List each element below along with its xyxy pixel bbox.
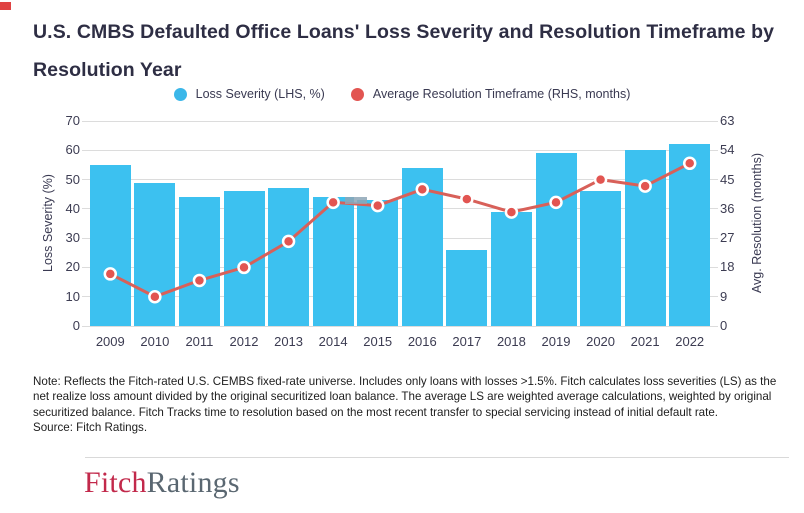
x-axis-label-2017: 2017 [452, 334, 482, 349]
bar-2019 [535, 153, 577, 326]
chart-title: U.S. CMBS Defaulted Office Loans' Loss S… [33, 13, 783, 89]
bar-2015 [357, 200, 399, 326]
logo-fitch-text: Fitch [84, 466, 147, 499]
note-text: Note: Reflects the Fitch-rated U.S. CEMB… [33, 375, 777, 419]
x-axis-label-2018: 2018 [496, 334, 526, 349]
legend-item-loss-severity: Loss Severity (LHS, %) [173, 87, 325, 101]
footnote: Note: Reflects the Fitch-rated U.S. CEMB… [33, 374, 795, 436]
bar-2010 [134, 182, 176, 326]
left-axis-tick-label: 30 [65, 230, 80, 246]
left-axis-tick-label: 0 [72, 318, 80, 333]
fitch-ratings-logo: FitchRatings [84, 466, 240, 500]
x-axis-label-2012: 2012 [229, 334, 259, 349]
x-axis-label-2015: 2015 [363, 334, 393, 349]
gridline [82, 237, 718, 239]
right-axis-tick-label: 9 [720, 288, 728, 304]
right-axis-tick-label: 54 [720, 142, 735, 158]
right-axis-tick-label: 0 [720, 318, 728, 333]
chart-title-line2: Resolution Year [33, 59, 182, 81]
bar-2009 [89, 164, 131, 326]
chart-title-line1: U.S. CMBS Defaulted Office Loans' Loss S… [33, 21, 775, 43]
right-axis-tick-label: 45 [720, 171, 735, 187]
x-axis-label-2021: 2021 [630, 334, 660, 349]
left-axis-tick-label: 10 [65, 288, 80, 304]
left-axis-tick-label: 20 [65, 259, 80, 275]
logo-ratings-text: Ratings [146, 466, 240, 499]
line-marker-2017 [460, 192, 474, 206]
legend-item-resolution-timeframe: Average Resolution Timeframe (RHS, month… [350, 87, 631, 101]
blue-dot-icon [173, 87, 187, 101]
right-axis-tick-label: 36 [720, 200, 735, 216]
x-axis-label-2020: 2020 [586, 334, 616, 349]
left-axis-tick-label: 70 [65, 113, 80, 128]
left-axis-tick-label: 40 [65, 200, 80, 216]
left-axis-tick-label: 50 [65, 171, 80, 187]
bar-2014 [312, 197, 354, 326]
bar-2021 [624, 150, 666, 326]
footer-divider [85, 457, 789, 458]
x-axis-label-2022: 2022 [675, 334, 705, 349]
gridline [82, 325, 718, 327]
right-axis-tick-label: 63 [720, 113, 735, 128]
corner-red-mark [0, 2, 11, 10]
legend-label-loss-severity: Loss Severity (LHS, %) [195, 87, 325, 101]
x-axis-label-2019: 2019 [541, 334, 571, 349]
left-axis-tick-label: 60 [65, 142, 80, 158]
x-axis-label-2011: 2011 [185, 334, 214, 349]
left-axis-title: Loss Severity (%) [41, 174, 55, 272]
plot-area: 0 0 10 9 20 18 30 27 40 36 50 45 60 54 70 63 2009 2010 201… [66, 113, 735, 349]
x-axis-label-2009: 2009 [95, 334, 125, 349]
bar-2020 [580, 191, 622, 326]
gridline [82, 120, 718, 122]
bar-2022 [669, 144, 711, 326]
bar-2017 [446, 249, 488, 326]
legend-label-resolution-timeframe: Average Resolution Timeframe (RHS, month… [372, 87, 631, 101]
source-text: Source: Fitch Ratings. [33, 421, 148, 435]
gridline [82, 266, 718, 268]
right-axis-tick-label: 27 [720, 230, 735, 246]
gridline [82, 296, 718, 298]
bar-2012 [223, 191, 265, 326]
gridline [82, 149, 718, 151]
x-axis-label-2010: 2010 [140, 334, 170, 349]
bar-2018 [490, 211, 532, 326]
bar-2016 [401, 167, 443, 326]
x-axis-label-2016: 2016 [407, 334, 437, 349]
gridline [82, 179, 718, 181]
x-axis-label-2013: 2013 [274, 334, 304, 349]
red-dot-icon [350, 87, 364, 101]
bar-2011 [178, 197, 220, 326]
right-axis-tick-label: 18 [720, 259, 735, 275]
x-axis-label-2014: 2014 [318, 334, 348, 349]
chart-legend: Loss Severity (LHS, %) Average Resolutio… [0, 87, 804, 101]
bar-2013 [268, 188, 310, 326]
gridline [82, 208, 718, 210]
